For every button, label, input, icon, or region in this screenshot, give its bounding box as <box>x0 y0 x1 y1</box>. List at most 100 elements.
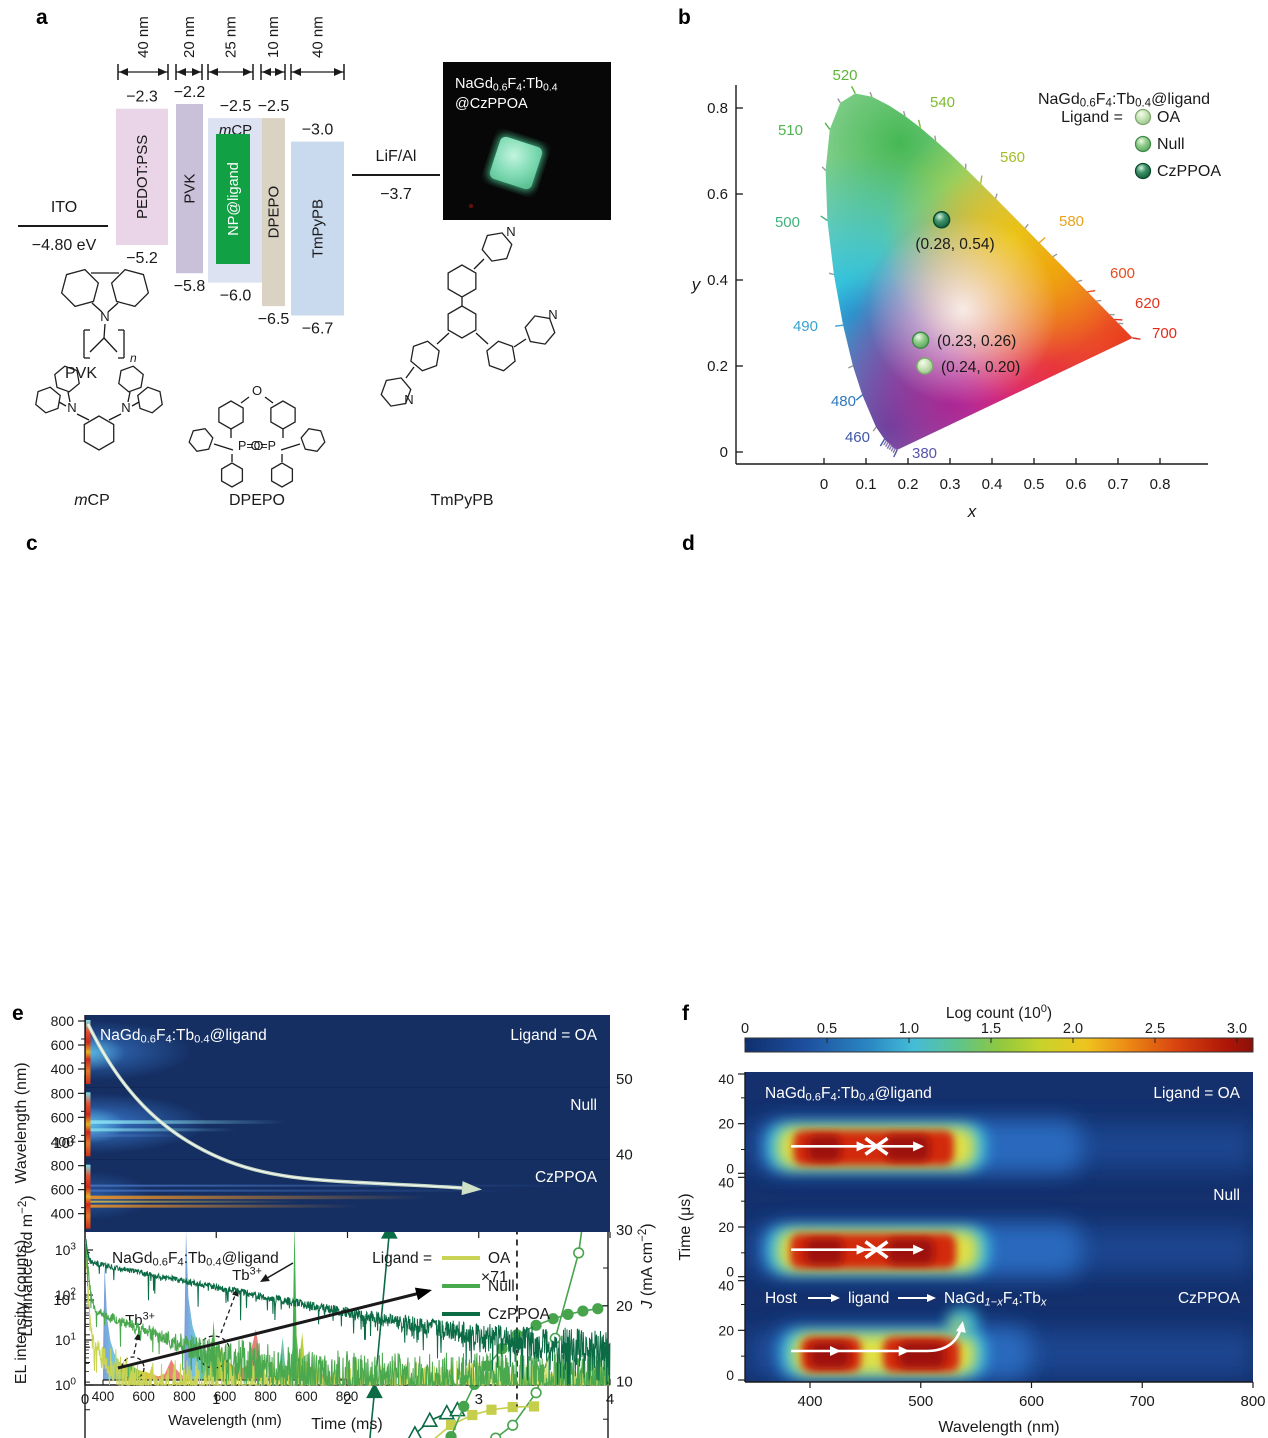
line <box>475 332 489 345</box>
decay-y-tick: 101 <box>55 1332 77 1348</box>
layer-box <box>176 104 203 274</box>
line <box>1052 253 1058 258</box>
y-axis-label: Luminance (cd m−2) <box>17 1195 36 1336</box>
inset-tick-label: 600 <box>132 1389 155 1404</box>
data-point <box>547 1313 559 1325</box>
energy-level-top: −3.0 <box>302 122 334 139</box>
data-point <box>528 1401 540 1412</box>
colorbar-tick-label: 2.5 <box>1145 1021 1165 1037</box>
arrowhead-icon <box>292 68 301 76</box>
line <box>886 443 891 449</box>
wavelength-tick-label: 700 <box>1130 1393 1155 1410</box>
arrowhead-icon <box>461 1181 482 1196</box>
line <box>890 446 895 452</box>
line <box>67 391 71 403</box>
line <box>240 396 250 404</box>
arrowhead-icon <box>260 1274 270 1282</box>
arrowhead-icon <box>209 68 218 76</box>
cie-point-null <box>911 331 930 349</box>
benzene-ring <box>410 340 440 372</box>
benzene-ring <box>83 415 115 451</box>
energy-level-top: −2.3 <box>126 89 158 106</box>
benzene-ring <box>270 400 296 430</box>
legend-marker <box>1134 162 1152 180</box>
label: N <box>404 392 413 407</box>
layer-box <box>291 141 344 316</box>
colorbar-title: Log count (100) <box>946 1003 1052 1022</box>
x-tick-label: 0 <box>820 476 828 493</box>
x-tick-label: 0.2 <box>898 476 919 493</box>
y-tick-label: 0.8 <box>707 100 728 117</box>
electrode-level: −3.7 <box>380 186 412 203</box>
line <box>473 258 485 270</box>
thickness-label: 25 nm <box>223 16 240 58</box>
y2-tick-label: 40 <box>616 1147 633 1164</box>
time-tick-label: 0 <box>726 1264 734 1280</box>
legend-label: OA <box>488 1250 511 1267</box>
energy-level-bottom: −6.7 <box>302 321 334 338</box>
np-ligand-box <box>216 134 250 264</box>
band-label: Ligand = OA <box>510 1027 597 1044</box>
data-point <box>530 1319 542 1331</box>
streak-y-label: Wavelength (nm) <box>13 1062 30 1183</box>
panel-e-streak-decay: NaGd0.6F4:Tb0.4@ligand Ligand = OA Null CzP… <box>13 1013 614 1433</box>
layer-box <box>116 108 168 245</box>
benzene-ring <box>447 264 477 298</box>
heatmap <box>745 1072 1253 1382</box>
arrowhead-icon <box>334 68 343 76</box>
band-label: CzPPOA <box>1178 1290 1241 1307</box>
arrowhead-icon <box>177 68 186 76</box>
wavelength-label: 600 <box>1110 265 1135 282</box>
decay-y-tick: 100 <box>55 1377 77 1393</box>
colorbar-tick-label: 0.5 <box>817 1021 837 1037</box>
line <box>220 1289 238 1334</box>
time-tick-label: 20 <box>718 1116 734 1132</box>
arrowhead-icon <box>275 68 284 76</box>
wavelength-label: 520 <box>832 67 857 84</box>
line <box>1077 279 1083 283</box>
line <box>885 441 889 447</box>
thickness-label: 10 nm <box>265 16 282 58</box>
line <box>824 122 831 130</box>
arrowhead-icon <box>830 1346 842 1356</box>
legend-marker <box>1134 108 1152 126</box>
data-point <box>507 1401 518 1413</box>
arrowhead-icon <box>119 68 128 76</box>
molecule-label: mCP <box>74 492 110 509</box>
decay-x-tick: 0 <box>81 1391 89 1408</box>
transfer-labels: Host ligand NaGd1−xF4:Tbx <box>765 1290 1047 1309</box>
label: N <box>506 224 515 239</box>
data-point <box>407 1425 422 1438</box>
decay-y-tick: 102 <box>55 1287 77 1303</box>
y-tick-label: 0.4 <box>707 272 728 289</box>
line <box>117 1290 425 1370</box>
streak-y-tick: 800 <box>51 1085 75 1101</box>
line <box>436 332 450 345</box>
line <box>855 394 863 401</box>
arrowhead-icon <box>262 68 271 76</box>
map-title: NaGd0.6F4:Tb0.4@ligand <box>765 1085 932 1104</box>
point-label: (0.24, 0.20) <box>941 359 1020 376</box>
inset-tick-label: 600 <box>214 1389 237 1404</box>
colorbar-tick-label: 0 <box>741 1021 749 1037</box>
thickness-label: 40 nm <box>135 16 152 58</box>
panel-c-jvl-chart: 10010110205101501020304050Luminance (cd … <box>17 1071 656 1438</box>
benzene-ring <box>110 268 150 308</box>
benzene-ring <box>35 386 61 414</box>
y2-axis-label: J (mA cm−2) <box>637 1223 656 1309</box>
wavelength-tick-label: 400 <box>797 1393 822 1410</box>
product-label: NaGd1−xF4:Tbx <box>944 1290 1047 1309</box>
line <box>902 110 906 117</box>
benzene-ring <box>54 365 80 393</box>
y-tick-label: 0.6 <box>707 186 728 203</box>
colorbar: Log count (100) 0 0.5 1.0 1.5 2.0 2.5 3.0 <box>741 1003 1254 1053</box>
decay-title: NaGd0.6F4:Tb0.4@ligand <box>112 1250 279 1269</box>
panel-b-cie-diagram: 0 0.1 0.2 0.3 0.4 0.5 0.6 0.7 0.8 0 0.2 0.4 0.6 0.8 x y… <box>691 67 1222 521</box>
line <box>58 401 67 407</box>
wavelength-label: 540 <box>930 94 955 111</box>
colorbar-tick-label: 3.0 <box>1227 1021 1247 1037</box>
data-point <box>486 1404 497 1415</box>
line <box>828 272 835 276</box>
